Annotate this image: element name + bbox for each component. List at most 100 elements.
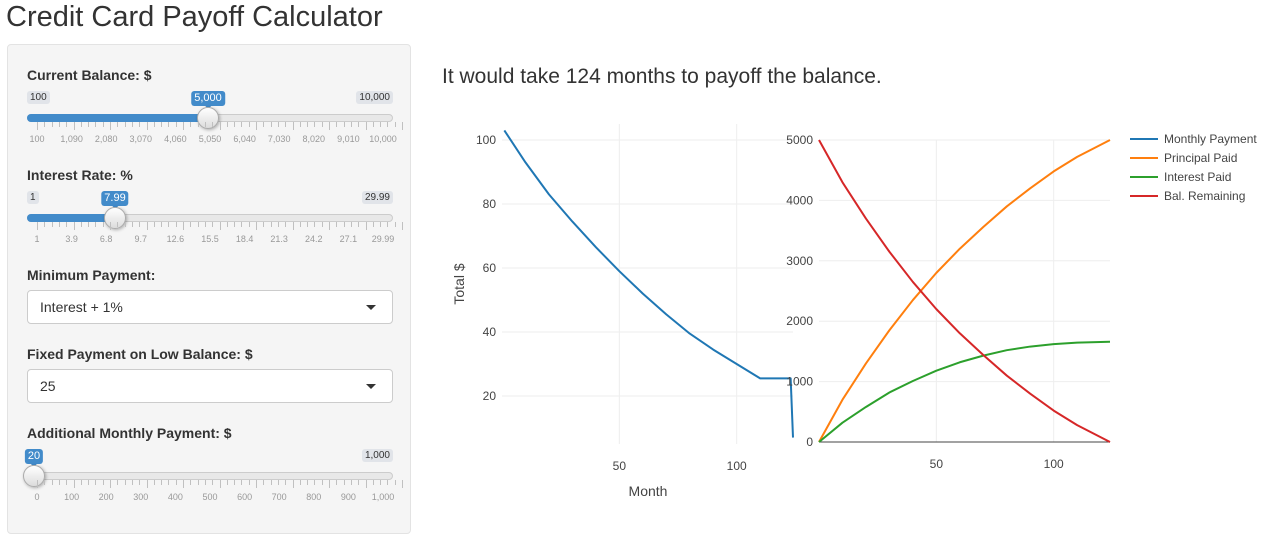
slider-tick [44,480,46,485]
slider-tick [37,480,38,488]
slider-tick [124,122,126,127]
slider-tick [365,222,367,230]
slider-tick [197,222,199,227]
slider-tick [350,480,352,485]
slider-tick [175,480,177,485]
slider-tick-label: 800 [306,492,322,502]
slider-tick [175,222,177,227]
slider-tick [292,222,294,230]
slider-tick [102,480,104,485]
minimum-payment-select[interactable]: Interest + 1% [27,290,393,324]
slider-tick [66,480,68,485]
slider-tick [263,480,265,485]
slider-tick-label: 3.9 [65,234,78,244]
slider-tick [58,122,60,127]
slider-tick [146,480,148,488]
sidebar-panel: Current Balance: $ 100 10,000 5,000 100 1… [7,44,411,534]
slider-tick [343,222,345,227]
slider-tick [314,480,316,485]
slider-tick [380,480,382,485]
fixed-payment-value: 25 [40,378,56,394]
additional-payment-slider[interactable]: 0 1,000 20 0 100 200 300 400 500 600 700 800 900 1… [23,449,403,515]
slider-tick-label: 9,010 [337,134,360,144]
interest-rate-slider[interactable]: 1 29.99 7.99 1 3.9 6.8 9.7 12.6 15.5 18.4 21.3 2… [27,191,403,257]
slider-tick [394,122,396,127]
interest-slider-handle[interactable] [104,207,126,229]
slider-tick [146,122,148,130]
additional-slider-handle[interactable] [23,465,45,487]
slider-tick [277,222,279,227]
x-axis-label: Month [629,483,668,499]
y-tick-label: 1000 [786,375,813,389]
legend-entry: Monthly Payment [1164,132,1257,146]
slider-tick-label: 700 [271,492,287,502]
slider-tick [402,222,403,230]
slider-tick [263,122,265,127]
slider-tick [387,480,389,485]
slider-tick [139,122,141,127]
additional-slider-ticks [27,480,403,492]
slider-tick [88,122,90,127]
slider-tick [285,122,287,127]
slider-tick-label: 21.3 [270,234,288,244]
slider-tick [270,480,272,485]
slider-tick [241,122,243,127]
balance-slider[interactable]: 100 10,000 5,000 100 1,090 2,080 3,070 4,060… [27,91,403,157]
slider-tick [350,222,352,227]
slider-tick [197,480,199,485]
slider-tick [343,480,345,485]
slider-tick-label: 6,040 [233,134,256,144]
additional-slider-track[interactable] [27,472,393,480]
slider-tick-label: 600 [237,492,253,502]
slider-tick [183,480,184,488]
slider-tick [117,122,119,127]
slider-tick [190,222,192,227]
slider-tick [387,222,389,227]
interest-slider-min: 1 [27,191,39,204]
slider-tick [153,222,155,227]
slider-tick [358,122,360,127]
slider-tick [299,122,301,127]
slider-tick [402,122,403,130]
slider-tick [66,222,68,227]
page-title: Credit Card Payoff Calculator [6,1,383,33]
slider-tick [110,222,111,230]
slider-tick [387,122,389,127]
slider-tick [234,222,236,227]
slider-tick-label: 8,020 [302,134,326,144]
slider-tick-label: 900 [340,492,356,502]
slider-tick [88,222,90,227]
fixed-payment-select[interactable]: 25 [27,369,393,403]
slider-tick [204,222,206,227]
slider-tick [350,122,352,127]
slider-tick [372,222,374,227]
slider-tick-label: 7,030 [267,134,291,144]
y-tick-label: 5000 [786,133,813,147]
slider-tick [234,122,236,127]
slider-tick [285,480,287,485]
slider-tick-label: 4,060 [164,134,187,144]
slider-tick [58,222,60,227]
slider-tick [314,222,316,227]
slider-tick [117,222,119,227]
slider-tick [131,222,133,227]
y-tick-label: 20 [483,389,497,403]
y-tick-label: 60 [483,261,497,275]
slider-tick [102,222,104,227]
additional-slider-max: 1,000 [361,449,393,462]
slider-tick [153,480,155,485]
balance-slider-ticks [27,122,403,134]
slider-tick [329,122,330,130]
additional-payment-label: Additional Monthly Payment: $ [27,425,232,441]
slider-tick [139,222,141,227]
slider-tick [219,480,221,488]
slider-tick [394,480,396,485]
balance-slider-handle[interactable] [197,107,219,129]
additional-slider-tick-labels: 0 100 200 300 400 500 600 700 800 900 1,000 [27,492,394,504]
slider-tick [256,480,257,488]
series-line [818,139,1111,443]
slider-tick [263,222,265,227]
slider-tick [372,480,374,485]
slider-tick [248,122,250,127]
